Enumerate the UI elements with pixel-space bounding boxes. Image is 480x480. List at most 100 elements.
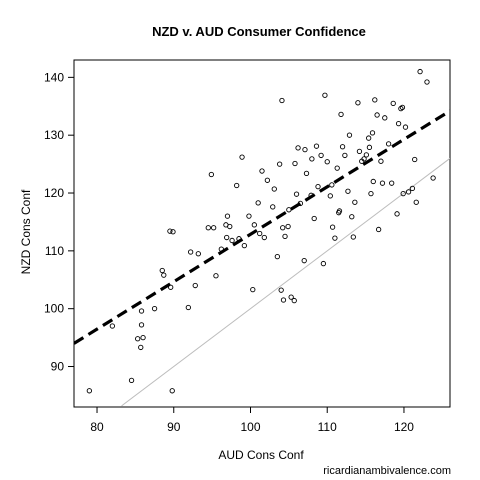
data-point <box>399 104 406 111</box>
data-point <box>417 68 423 75</box>
watermark-text: ricardianambivalence.com <box>323 465 451 477</box>
data-point <box>378 158 384 164</box>
data-point <box>140 334 146 341</box>
data-point <box>288 294 294 300</box>
data-point <box>349 214 355 220</box>
data-point <box>338 111 344 118</box>
data-point <box>356 148 363 155</box>
data-point <box>257 230 263 237</box>
data-point <box>159 267 165 274</box>
data-point <box>135 336 141 342</box>
data-point <box>409 185 416 192</box>
data-point <box>234 182 240 189</box>
data-point <box>315 184 321 190</box>
data-point <box>192 282 198 289</box>
data-point <box>128 377 135 384</box>
data-point <box>369 130 376 136</box>
data-point <box>301 258 307 264</box>
data-point <box>261 234 267 241</box>
data-point <box>236 236 242 242</box>
data-point <box>374 112 380 118</box>
data-point <box>400 190 406 197</box>
data-point <box>278 287 284 293</box>
data-point <box>264 177 271 183</box>
y-tick-label: 90 <box>51 360 65 374</box>
data-point <box>227 223 233 230</box>
data-point <box>195 251 201 257</box>
y-axis: 90 100 110 120 130 140 <box>44 70 74 374</box>
data-point <box>208 171 215 178</box>
data-point <box>285 223 291 230</box>
data-point <box>276 161 283 167</box>
data-point <box>168 284 174 290</box>
plot-frame <box>73 59 451 408</box>
data-point <box>405 189 412 195</box>
data-point <box>322 92 328 98</box>
data-point <box>170 229 176 235</box>
data-point <box>109 323 116 329</box>
data-point <box>286 207 292 213</box>
data-point <box>366 135 372 141</box>
data-point <box>302 146 308 153</box>
data-point <box>293 191 300 197</box>
y-axis-title: NZD Cons Conf <box>19 189 33 274</box>
data-point <box>345 188 351 194</box>
data-point <box>241 242 248 249</box>
data-point <box>309 156 315 162</box>
chart-title: NZD v. AUD Consumer Confidence <box>152 24 366 39</box>
data-point <box>169 388 175 394</box>
data-point <box>185 304 191 311</box>
data-point <box>308 192 314 198</box>
data-point <box>355 100 361 106</box>
data-point <box>346 132 353 138</box>
data-point <box>255 200 261 206</box>
x-axis-title: AUD Cons Conf <box>218 448 304 462</box>
data-point <box>379 180 386 186</box>
data-point <box>211 225 217 231</box>
data-point <box>339 144 346 150</box>
data-point <box>205 225 211 231</box>
data-point <box>318 152 324 159</box>
data-point <box>366 144 373 150</box>
data-point <box>224 213 231 219</box>
data-point <box>352 199 358 205</box>
data-point <box>329 224 336 230</box>
data-point <box>151 306 158 312</box>
x-axis: 80 90 100 110 120 <box>90 407 414 434</box>
regression-line <box>74 109 450 345</box>
data-point <box>224 234 230 241</box>
y-tick-label: 120 <box>44 186 64 200</box>
data-point <box>213 273 219 279</box>
y-tick-label: 130 <box>44 128 64 142</box>
data-point <box>297 200 304 207</box>
data-point <box>430 175 436 181</box>
x-tick-label: 100 <box>240 420 260 434</box>
data-point <box>320 260 327 267</box>
data-point <box>138 308 145 314</box>
data-point <box>229 237 235 244</box>
data-point <box>385 141 392 147</box>
data-point <box>336 208 343 214</box>
x-tick-label: 110 <box>318 420 337 434</box>
data-point <box>167 228 173 234</box>
data-point <box>363 152 370 158</box>
data-point <box>394 211 400 217</box>
y-tick-label: 100 <box>44 302 64 316</box>
data-points-layer <box>86 68 436 394</box>
data-point <box>138 344 144 351</box>
data-point <box>324 159 330 165</box>
data-point <box>280 297 287 303</box>
data-point <box>292 160 298 167</box>
data-point <box>270 204 276 210</box>
data-point <box>271 186 277 192</box>
data-point <box>382 115 388 121</box>
data-point <box>424 79 430 85</box>
data-point <box>313 143 320 149</box>
data-point <box>350 234 356 240</box>
data-point <box>370 178 376 185</box>
data-point <box>138 322 145 328</box>
data-point <box>372 97 378 103</box>
data-point <box>295 145 301 151</box>
data-point <box>303 170 310 177</box>
data-point <box>390 100 396 107</box>
